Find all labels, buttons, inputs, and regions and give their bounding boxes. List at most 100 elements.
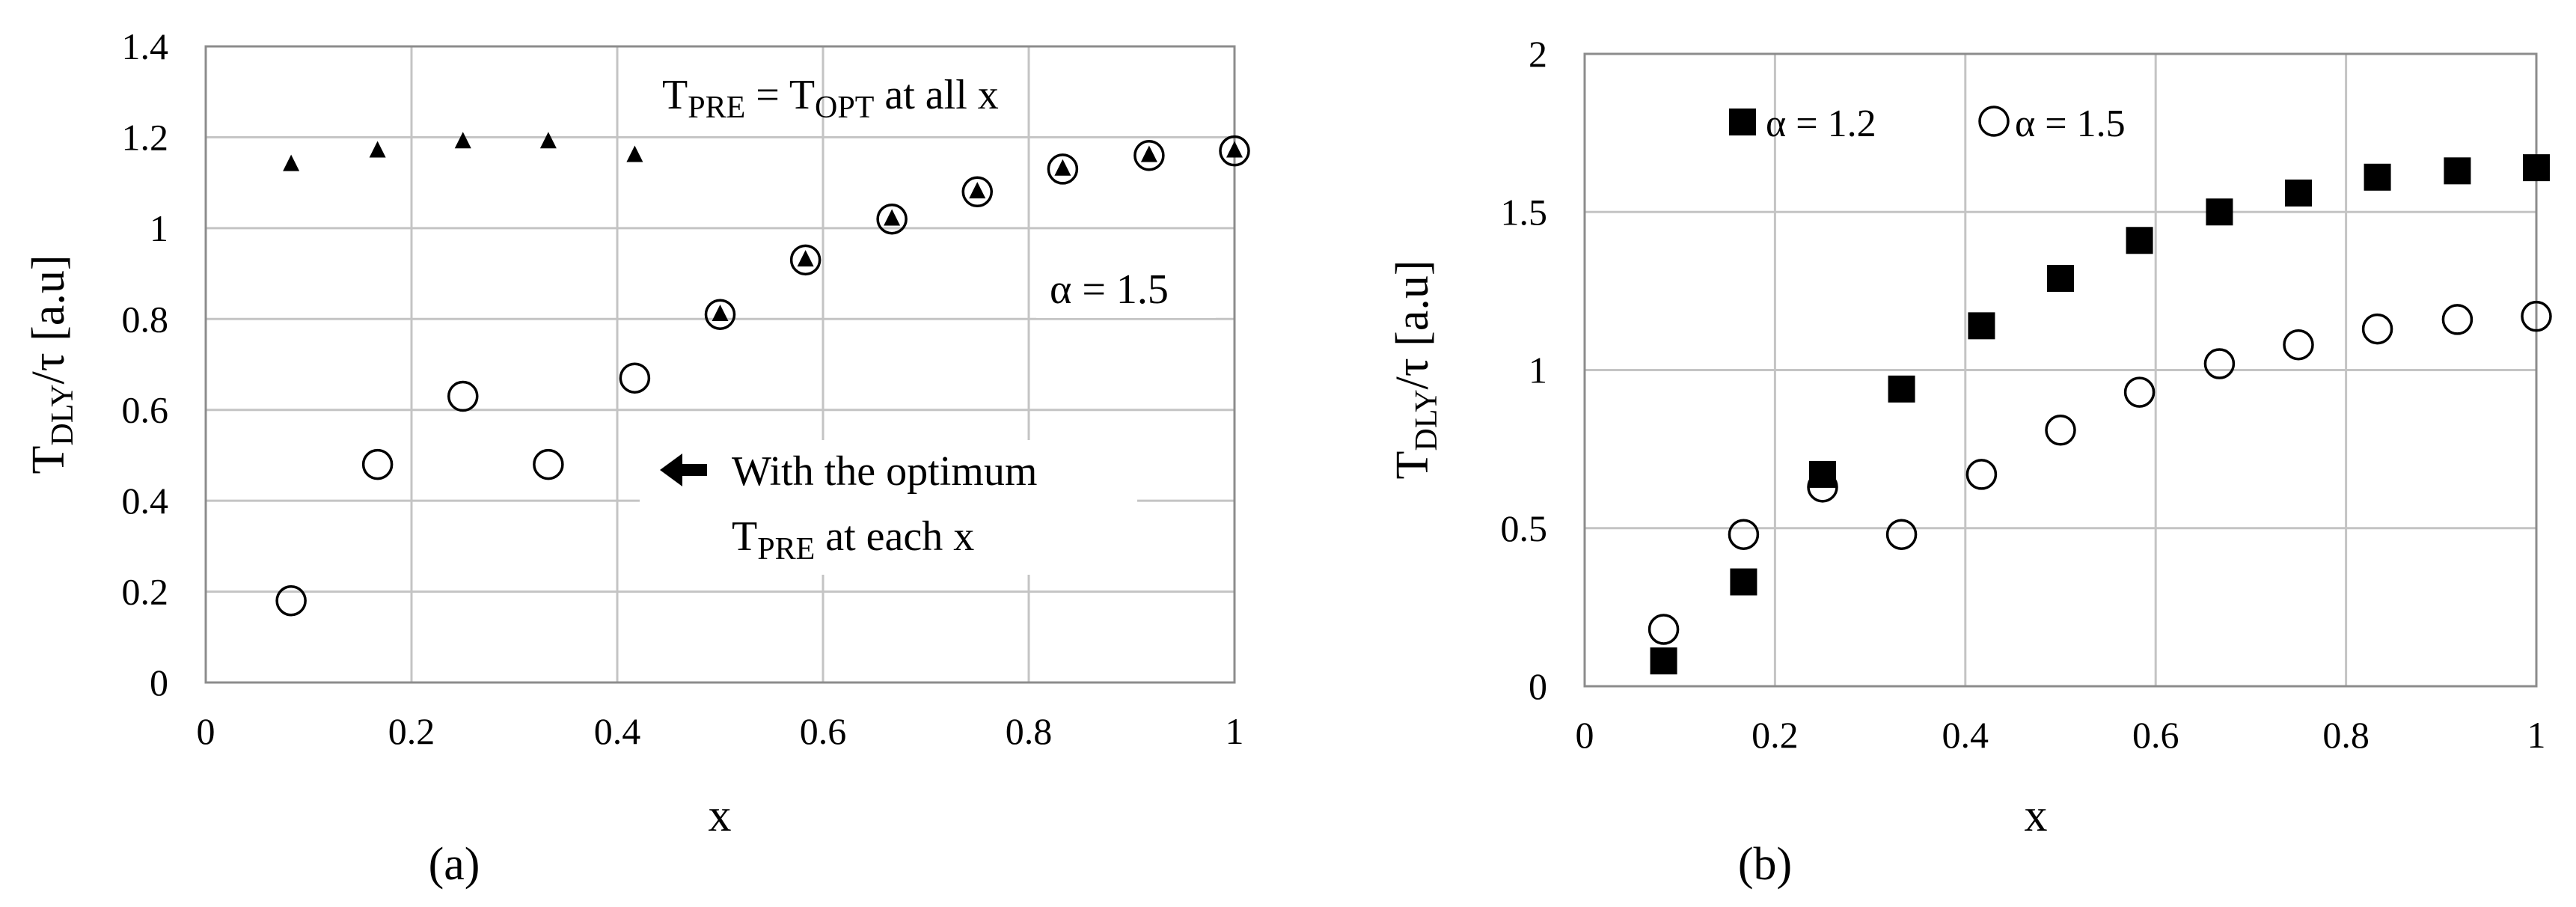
data-point-a-s2 bbox=[1219, 135, 1250, 167]
panel-label-b: (b) bbox=[1738, 839, 1792, 890]
data-point-a-s1 bbox=[454, 132, 471, 149]
x-tick-label-a: 0.6 bbox=[800, 710, 847, 752]
data-point-a-s1 bbox=[1140, 145, 1157, 162]
data-point-a-s2 bbox=[361, 448, 394, 480]
y-tick-label-a: 0.6 bbox=[122, 389, 169, 431]
data-point-b-s1 bbox=[2206, 198, 2233, 226]
chart-panel-b: 0 0.2 0.4 0.6 0.8 1 0 0.5 1 1.5 2 x TDLY/τ [a.u] (… bbox=[1387, 33, 2552, 890]
data-point-a-s1 bbox=[1226, 141, 1243, 158]
y-tick-label-b: 1 bbox=[1529, 349, 1547, 391]
x-axis-label-b: x bbox=[2025, 790, 2048, 841]
x-tick-label-a: 0.4 bbox=[594, 710, 641, 752]
y-tick-label-b: 2 bbox=[1529, 33, 1547, 75]
anno-t1: T bbox=[662, 72, 688, 118]
y-axis-label-a: TDLY/τ [a.u] bbox=[23, 255, 80, 474]
anno-end: at all x bbox=[874, 72, 998, 118]
data-point-b-s1 bbox=[1730, 568, 1757, 596]
arrow-annotation-bg bbox=[640, 440, 1137, 575]
data-point-b-s2 bbox=[2361, 313, 2393, 345]
x-axis-label-a: x bbox=[709, 790, 732, 841]
anno-s1: PRE bbox=[688, 91, 745, 125]
data-point-b-s2 bbox=[2123, 376, 2156, 408]
data-point-b-s1 bbox=[2364, 163, 2391, 191]
data-point-b-s1 bbox=[1968, 312, 1995, 340]
data-point-b-s2 bbox=[1728, 519, 1760, 550]
data-point-b-s1 bbox=[1888, 375, 1915, 403]
data-point-a-s2 bbox=[275, 584, 307, 617]
y-tick-label-a: 0.2 bbox=[122, 571, 169, 613]
y-axis-label-a-sub: DLY bbox=[46, 384, 80, 445]
grid-a bbox=[206, 46, 1235, 682]
y-tick-label-a: 1.4 bbox=[122, 25, 169, 67]
x-tick-label-b: 0.4 bbox=[1942, 714, 1989, 756]
data-point-b-s1 bbox=[1809, 460, 1836, 488]
data-point-a-s1 bbox=[539, 132, 557, 149]
annotation-tpre-topt: TPRE = TOPT at all x bbox=[662, 72, 999, 125]
x-tick-label-a: 1 bbox=[1226, 710, 1244, 752]
data-point-b-s1 bbox=[2444, 157, 2471, 185]
legend-b: α = 1.2 α = 1.5 bbox=[1729, 103, 2126, 145]
data-point-b-s1 bbox=[1650, 647, 1677, 675]
x-tick-label-b: 0.2 bbox=[1752, 714, 1799, 756]
anno2-t: T bbox=[732, 513, 757, 560]
y-axis-label-b-sub: DLY bbox=[1410, 389, 1444, 451]
tick-labels-b: 0 0.2 0.4 0.6 0.8 1 0 0.5 1 1.5 2 bbox=[1501, 33, 2546, 756]
anno2-end: at each x bbox=[815, 513, 974, 560]
data-point-a-s1 bbox=[626, 145, 643, 162]
data-point-a-s2 bbox=[533, 448, 564, 480]
annotation-arrow-line1: With the optimum bbox=[732, 448, 1037, 495]
x-tick-label-b: 0.6 bbox=[2132, 714, 2179, 756]
legend-marker-alpha-1-5 bbox=[1978, 106, 2010, 137]
data-point-b-s1 bbox=[2047, 264, 2074, 292]
tick-labels-a: 0 0.2 0.4 0.6 0.8 1 0 0.2 0.4 0.6 0.8 1 1.2 1.4 bbox=[122, 25, 1244, 752]
alpha-annotation-bg bbox=[1036, 258, 1216, 318]
data-point-b-s1 bbox=[2126, 227, 2153, 254]
x-tick-label-a: 0 bbox=[197, 710, 215, 752]
x-tick-label-b: 0.8 bbox=[2322, 714, 2370, 756]
y-axis-label-b-rest: /τ [a.u] bbox=[1387, 260, 1438, 390]
annotation-alpha: α = 1.5 bbox=[1050, 266, 1169, 313]
y-tick-label-b: 1.5 bbox=[1501, 191, 1548, 233]
data-point-a-s2 bbox=[704, 299, 736, 330]
data-point-a-s1 bbox=[369, 141, 386, 158]
y-tick-label-b: 0 bbox=[1529, 665, 1547, 707]
y-tick-label-a: 0.4 bbox=[122, 480, 169, 522]
data-point-b-s2 bbox=[1648, 614, 1680, 645]
data-point-b-s2 bbox=[2441, 304, 2473, 335]
y-tick-label-a: 1 bbox=[150, 207, 168, 249]
data-point-a-s2 bbox=[789, 244, 822, 276]
anno-mid: = T bbox=[745, 72, 815, 118]
x-tick-label-a: 0.2 bbox=[388, 710, 435, 752]
data-points-a bbox=[275, 132, 1250, 617]
data-point-a-s1 bbox=[283, 154, 300, 171]
data-point-b-s2 bbox=[1885, 519, 1918, 550]
y-tick-label-a: 0.8 bbox=[122, 298, 169, 340]
data-point-a-s1 bbox=[712, 305, 729, 322]
legend-label-alpha-1-2: α = 1.2 bbox=[1766, 103, 1876, 145]
y-axis-label-a-rest: /τ [a.u] bbox=[23, 255, 74, 385]
plot-frame-a bbox=[204, 45, 1236, 684]
data-point-b-s2 bbox=[1807, 471, 1838, 503]
data-point-a-s2 bbox=[447, 380, 479, 412]
y-tick-label-a: 0 bbox=[150, 662, 168, 703]
data-points-b bbox=[1648, 154, 2552, 675]
y-axis-label-b: TDLY/τ [a.u] bbox=[1387, 260, 1444, 480]
y-tick-label-a: 1.2 bbox=[122, 116, 169, 158]
data-point-a-s2 bbox=[1133, 139, 1165, 171]
data-point-a-s2 bbox=[961, 176, 993, 208]
data-point-a-s1 bbox=[969, 182, 986, 199]
anno2-sub: PRE bbox=[757, 532, 815, 567]
data-point-b-s1 bbox=[2523, 154, 2550, 182]
data-point-b-s2 bbox=[2045, 415, 2076, 446]
legend-label-alpha-1-5: α = 1.5 bbox=[2015, 103, 2126, 145]
annotation-arrow-line2: TPRE at each x bbox=[732, 513, 974, 567]
y-tick-label-b: 0.5 bbox=[1501, 507, 1548, 549]
x-tick-label-a: 0.8 bbox=[1006, 710, 1053, 752]
data-point-b-s2 bbox=[2521, 300, 2552, 332]
y-axis-label-b-main: T bbox=[1387, 451, 1438, 480]
data-point-a-s2 bbox=[1047, 153, 1079, 185]
data-point-b-s2 bbox=[2283, 329, 2314, 361]
grid-b bbox=[1585, 54, 2536, 686]
data-point-b-s2 bbox=[2203, 348, 2236, 379]
data-point-a-s2 bbox=[876, 203, 908, 235]
